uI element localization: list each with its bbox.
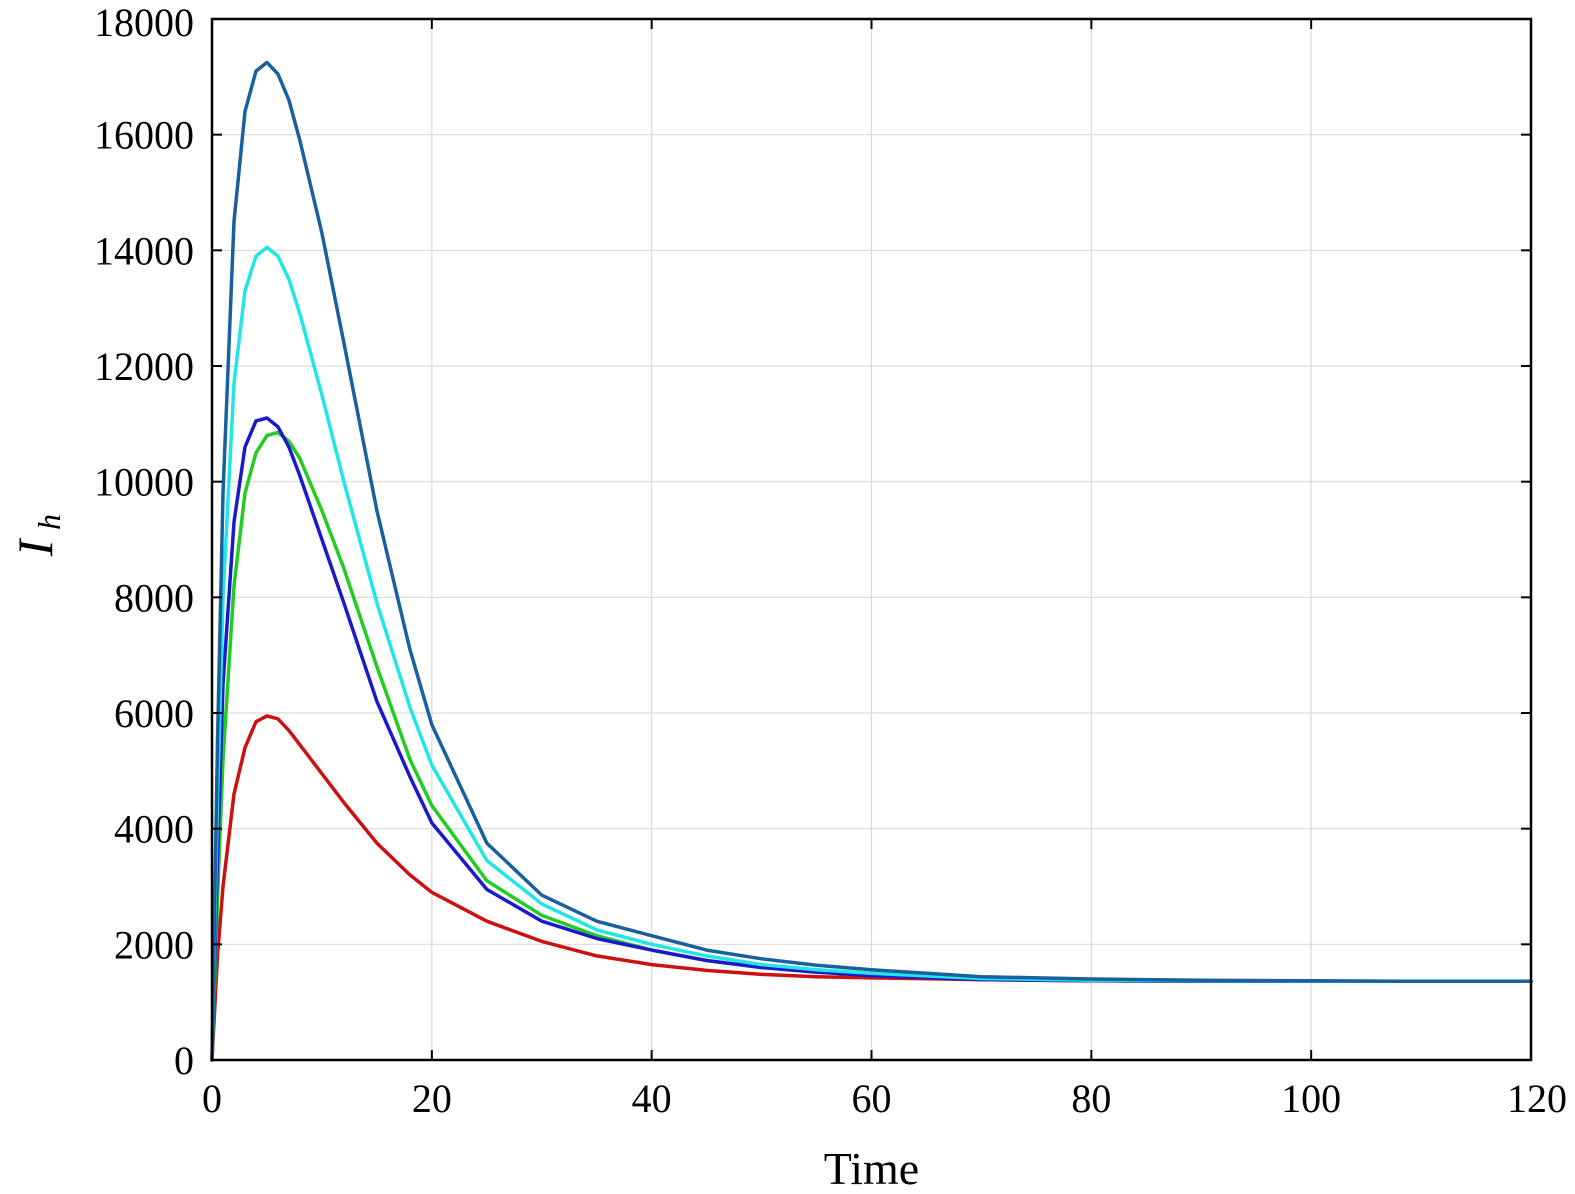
y-tick-label: 12000 <box>94 344 194 389</box>
series-group <box>210 60 1533 1062</box>
y-tick-label: 10000 <box>94 460 194 505</box>
y-tick-label: 14000 <box>94 228 194 273</box>
grid <box>212 19 1531 1060</box>
y-tick-label: 18000 <box>94 0 194 45</box>
x-tick-label: 120 <box>1507 1076 1567 1121</box>
x-tick-labels: 0 20 40 60 80 100 120 <box>202 1076 1567 1121</box>
y-axis-title: I h <box>7 514 67 557</box>
x-tick-label: 100 <box>1281 1076 1341 1121</box>
y-tick-label: 8000 <box>114 575 194 620</box>
y-tick-label: 0 <box>174 1038 194 1083</box>
x-tick-label: 60 <box>852 1076 892 1121</box>
y-tick-labels: 0 2000 4000 6000 8000 10000 12000 14000 16000 180… <box>94 0 194 1083</box>
y-tick-label: 6000 <box>114 691 194 736</box>
y-tick-label: 2000 <box>114 922 194 967</box>
x-tick-label: 0 <box>202 1076 222 1121</box>
x-tick-label: 80 <box>1071 1076 1111 1121</box>
y-tick-label: 16000 <box>94 113 194 158</box>
y-tick-label: 4000 <box>114 807 194 852</box>
ticks <box>211 18 1532 1061</box>
series-line-5 <box>210 60 1533 1062</box>
x-tick-label: 20 <box>412 1076 452 1121</box>
x-tick-label: 40 <box>632 1076 672 1121</box>
y-axis-title-subscript: h <box>31 514 67 530</box>
x-axis-title: Time <box>824 1143 919 1194</box>
y-axis-title-main: I <box>7 537 63 557</box>
